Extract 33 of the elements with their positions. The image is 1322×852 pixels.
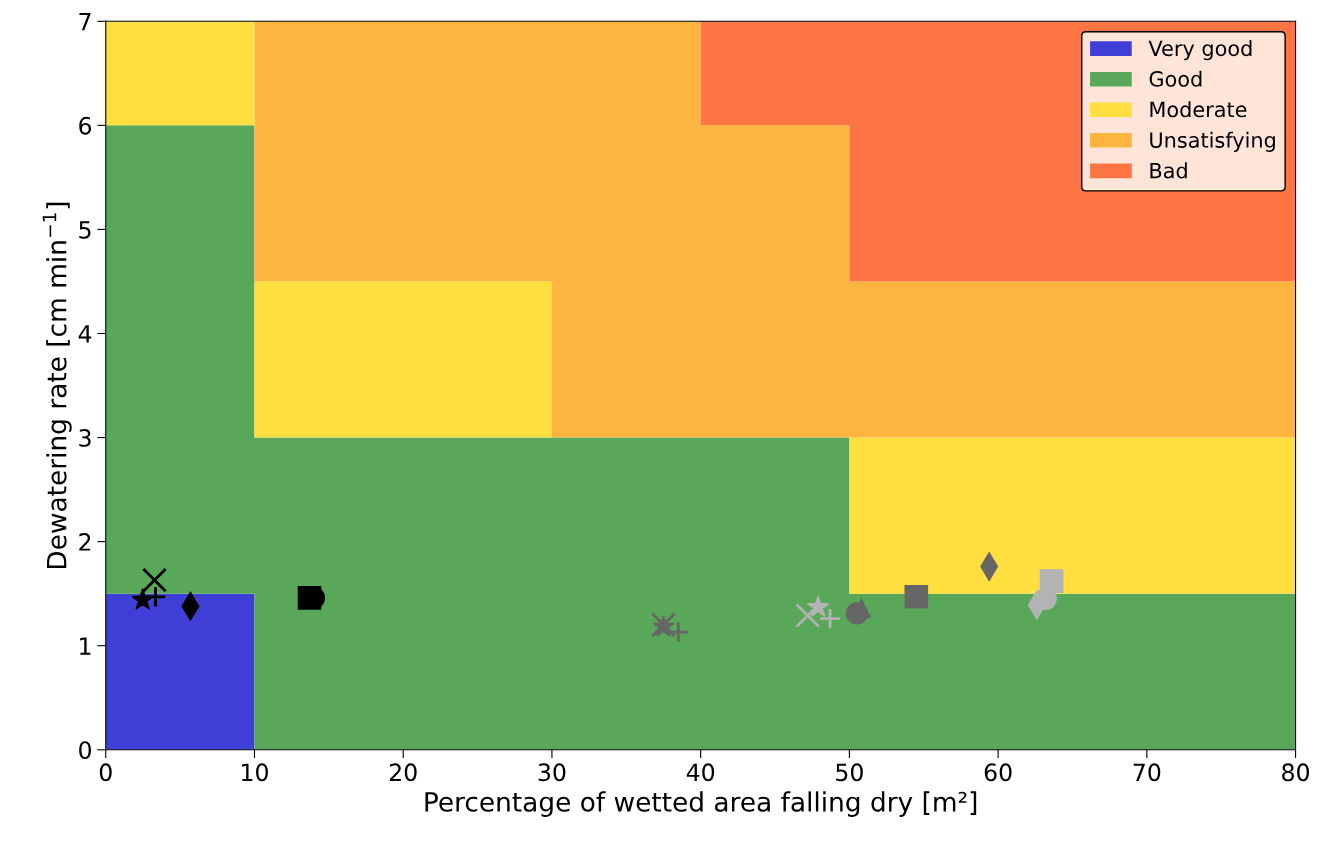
legend-label: Bad <box>1150 162 1187 179</box>
legend-label: Very good <box>1148 40 1252 61</box>
x-tick-label: 80 <box>1282 763 1310 782</box>
y-tick-label: 4 <box>78 325 92 343</box>
point <box>144 585 167 608</box>
x-tick-label: 60 <box>984 763 1012 782</box>
point <box>131 588 154 610</box>
x-tick-label: 40 <box>686 763 715 782</box>
x-tick-label: 0 <box>99 763 112 782</box>
x-tick-label: 10 <box>242 763 268 782</box>
x-tick-label: 20 <box>389 763 417 782</box>
y-tick-label: 3 <box>79 429 91 447</box>
x-tick-label: 30 <box>538 763 566 782</box>
point <box>818 607 842 630</box>
y-tick-label: 1 <box>80 637 91 655</box>
point <box>904 584 929 609</box>
y-tick-label: 7 <box>79 13 91 31</box>
x-tick-label: 70 <box>1133 763 1161 782</box>
y-tick-label: 2 <box>79 533 91 551</box>
legend-label: Good <box>1149 70 1202 87</box>
point <box>806 595 830 617</box>
point <box>667 621 690 644</box>
point <box>795 603 821 629</box>
legend-label: Unsatisfying <box>1150 131 1275 152</box>
point <box>142 567 168 593</box>
y-axis-title: Dewatering rate [cm min$^{−1}$] <box>42 202 72 569</box>
y-tick-label: 0 <box>79 741 91 760</box>
x-tick-label: 50 <box>836 763 863 782</box>
y-tick-label: 5 <box>79 221 91 239</box>
legend-label: Moderate <box>1150 101 1247 118</box>
x-axis-title: Percentage of wetted area falling dry [m²] <box>425 791 977 817</box>
y-tick-label: 6 <box>79 116 92 135</box>
point <box>1039 569 1064 593</box>
